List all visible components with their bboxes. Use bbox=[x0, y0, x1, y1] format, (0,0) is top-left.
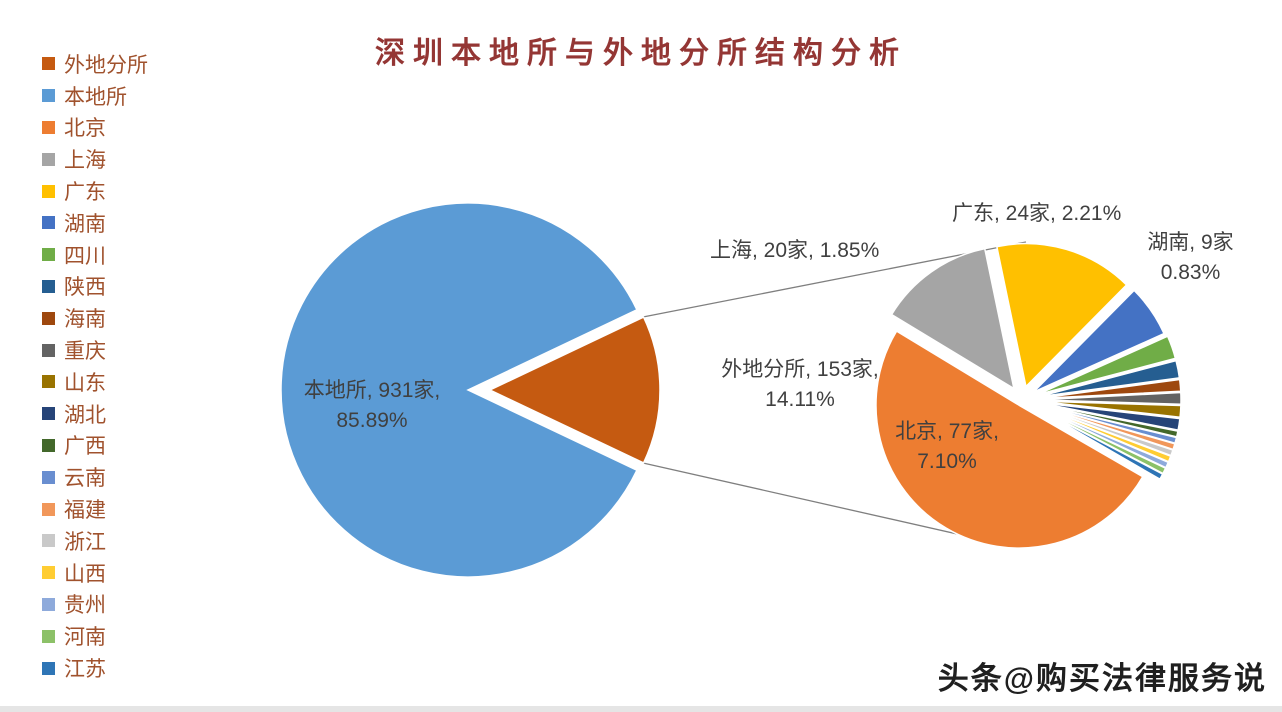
data-label-line: 85.89% bbox=[336, 408, 408, 432]
legend-label: 河南 bbox=[64, 626, 106, 650]
legend-swatch bbox=[42, 534, 55, 548]
legend-swatch bbox=[42, 184, 55, 198]
watermark-text: 头条@购买法律服务说 bbox=[937, 661, 1267, 696]
legend-label: 广东 bbox=[64, 181, 106, 205]
pie-slice-江苏 bbox=[1035, 407, 1164, 481]
pie-slice-四川 bbox=[1036, 335, 1177, 396]
legend-item-10: 山东 bbox=[42, 366, 148, 398]
pie-slice-湖北 bbox=[1037, 401, 1181, 432]
legend-item-4: 广东 bbox=[42, 175, 148, 207]
legend-label: 广西 bbox=[64, 435, 106, 459]
legend-swatch bbox=[42, 89, 55, 103]
data-label-line: 北京, 77家, bbox=[895, 420, 999, 443]
data-label-line: 广东, 24家, 2.21% bbox=[952, 202, 1122, 225]
legend-label: 四川 bbox=[64, 244, 106, 268]
legend-item-5: 湖南 bbox=[42, 207, 148, 239]
legend-label: 重庆 bbox=[64, 340, 106, 364]
legend-label: 福建 bbox=[64, 499, 106, 523]
pie-slice-上海 bbox=[890, 247, 1015, 391]
pie-slice-湖南 bbox=[1032, 289, 1166, 393]
data-label-beijing: 北京, 77家, 7.10% bbox=[847, 417, 1047, 477]
data-label-line: 湖南, 9家 bbox=[1147, 231, 1234, 254]
legend-swatch bbox=[42, 629, 55, 643]
bottom-edge-strip bbox=[0, 706, 1282, 712]
legend-label: 浙江 bbox=[64, 530, 106, 554]
legend-label: 上海 bbox=[64, 149, 106, 173]
pie-slice-重庆 bbox=[1037, 391, 1182, 406]
legend-swatch bbox=[42, 470, 55, 484]
legend-swatch bbox=[42, 120, 55, 134]
data-label-line: 0.83% bbox=[1160, 260, 1221, 284]
legend-item-11: 湖北 bbox=[42, 398, 148, 430]
legend-swatch bbox=[42, 248, 55, 262]
legend-item-12: 广西 bbox=[42, 430, 148, 462]
legend-label: 贵州 bbox=[64, 594, 106, 618]
data-label-line: 外地分所, 153家, bbox=[721, 358, 879, 381]
legend-item-6: 四川 bbox=[42, 239, 148, 271]
legend-item-1: 本地所 bbox=[42, 80, 148, 112]
legend-swatch bbox=[42, 152, 55, 166]
legend-label: 海南 bbox=[64, 308, 106, 332]
legend-label: 云南 bbox=[64, 467, 106, 491]
legend-swatch bbox=[42, 566, 55, 580]
data-label-line: 7.10% bbox=[917, 449, 977, 473]
legend-swatch bbox=[42, 502, 55, 516]
legend-item-16: 山西 bbox=[42, 557, 148, 589]
legend-swatch bbox=[42, 597, 55, 611]
data-label-bendisuo: 本地所, 931家, 85.89% bbox=[272, 376, 472, 436]
legend-item-19: 江苏 bbox=[42, 652, 148, 684]
legend-swatch bbox=[42, 57, 55, 71]
legend-label: 本地所 bbox=[64, 85, 127, 109]
legend-label: 外地分所 bbox=[64, 53, 148, 77]
legend-item-0: 外地分所 bbox=[42, 48, 148, 80]
pie-slice-海南 bbox=[1037, 378, 1182, 400]
chart-legend: 外地分所本地所北京上海广东湖南四川陕西海南重庆山东湖北广西云南福建浙江山西贵州河… bbox=[42, 48, 148, 684]
legend-swatch bbox=[42, 438, 55, 452]
legend-item-14: 福建 bbox=[42, 493, 148, 525]
legend-item-13: 云南 bbox=[42, 461, 148, 493]
legend-label: 湖北 bbox=[64, 403, 106, 427]
legend-label: 陕西 bbox=[64, 276, 106, 300]
legend-item-15: 浙江 bbox=[42, 525, 148, 557]
pie-slice-陕西 bbox=[1037, 359, 1181, 398]
pie-slice-山东 bbox=[1037, 400, 1182, 419]
legend-item-7: 陕西 bbox=[42, 271, 148, 303]
legend-item-9: 重庆 bbox=[42, 334, 148, 366]
data-label-hunan: 湖南, 9家 0.83% bbox=[1118, 228, 1263, 288]
data-label-waidifensuo: 外地分所, 153家, 14.11% bbox=[664, 355, 936, 415]
legend-swatch bbox=[42, 311, 55, 325]
legend-label: 北京 bbox=[64, 117, 106, 141]
pie-slice-本地所 bbox=[280, 202, 638, 578]
legend-label: 山东 bbox=[64, 371, 106, 395]
data-label-guangdong: 广东, 24家, 2.21% bbox=[952, 199, 1121, 229]
legend-item-2: 北京 bbox=[42, 112, 148, 144]
data-label-line: 本地所, 931家, bbox=[303, 379, 441, 402]
legend-item-18: 河南 bbox=[42, 620, 148, 652]
legend-label: 山西 bbox=[64, 562, 106, 586]
legend-item-17: 贵州 bbox=[42, 589, 148, 621]
legend-swatch bbox=[42, 661, 55, 675]
legend-label: 湖南 bbox=[64, 212, 106, 236]
legend-swatch bbox=[42, 216, 55, 230]
legend-swatch bbox=[42, 343, 55, 357]
legend-swatch bbox=[42, 375, 55, 389]
pie-slice-外地分所 bbox=[488, 316, 661, 464]
pie-slice-北京 bbox=[875, 330, 1144, 549]
legend-item-3: 上海 bbox=[42, 143, 148, 175]
legend-label: 江苏 bbox=[64, 658, 106, 682]
chart-title: 深圳本地所与外地分所结构分析 bbox=[375, 37, 907, 70]
data-label-line: 上海, 20家, 1.85% bbox=[710, 239, 880, 262]
legend-item-8: 海南 bbox=[42, 302, 148, 334]
legend-swatch bbox=[42, 279, 55, 293]
data-label-shanghai: 上海, 20家, 1.85% bbox=[710, 236, 879, 266]
pie-slice-广东 bbox=[995, 242, 1128, 389]
legend-swatch bbox=[42, 407, 55, 421]
data-label-line: 14.11% bbox=[765, 387, 835, 411]
